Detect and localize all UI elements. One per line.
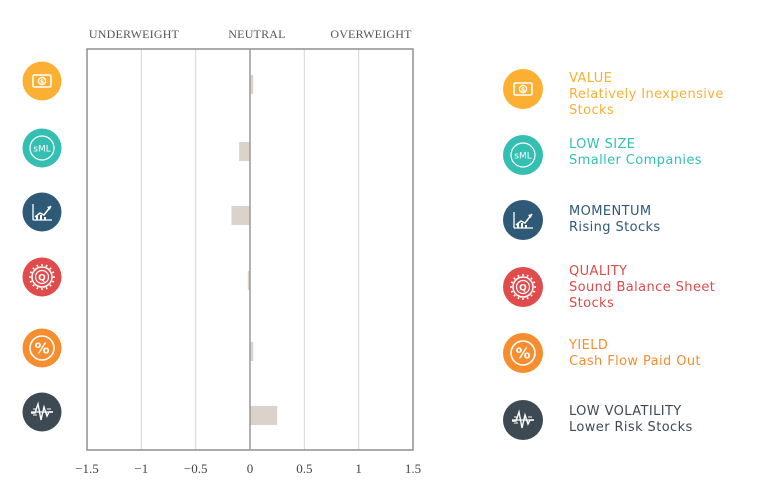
factor-name: VALUE (569, 71, 613, 86)
x-tick-label: −1.5 (75, 461, 99, 476)
x-tick-label: 1 (355, 461, 362, 476)
factor-description: Sound Balance Sheet Stocks (569, 280, 716, 311)
dollar-bill-icon: $ (503, 69, 543, 109)
quality-seal-icon: Q (29, 264, 55, 290)
factor-name: MOMENTUM (569, 204, 652, 219)
factor-name: LOW SIZE (569, 137, 636, 152)
bar-low-size (239, 142, 250, 161)
factor-name: QUALITY (569, 264, 628, 279)
legend-text: YIELD Cash Flow Paid Out (569, 338, 701, 370)
dollar-bill-badge (22, 61, 62, 101)
quality-seal-badge (22, 257, 62, 297)
percent-badge (22, 328, 62, 368)
rising-chart-icon (32, 204, 52, 221)
bar-value (250, 75, 254, 94)
svg-text:$: $ (40, 79, 44, 86)
legend-text: LOW SIZE Smaller Companies (569, 137, 702, 169)
sml-icon: sML (503, 135, 543, 175)
legend-text: MOMENTUM Rising Stocks (569, 204, 661, 236)
rising-chart-icon (503, 200, 543, 240)
svg-text:Q: Q (38, 273, 46, 283)
x-tick-label: −1 (134, 461, 148, 476)
dollar-bill-icon: $ (32, 74, 52, 88)
svg-text:sML: sML (514, 152, 531, 162)
header-label: UNDERWEIGHT (89, 27, 180, 41)
factor-description: Smaller Companies (569, 153, 702, 168)
percent-icon: % (29, 335, 55, 361)
sml-badge (22, 128, 62, 168)
factor-name: LOW VOLATILITY (569, 404, 682, 419)
header-label: NEUTRAL (228, 27, 285, 41)
factor-description: Rising Stocks (569, 220, 661, 235)
rising-chart-badge (22, 192, 62, 232)
volatility-wave-icon (503, 400, 543, 440)
factor-legend: $ VALUE Relatively Inexpensive Stocks sML LO… (503, 0, 768, 486)
x-tick-label: 0 (247, 461, 254, 476)
legend-text: QUALITY Sound Balance Sheet Stocks (569, 264, 739, 312)
bar-low-volatility (250, 406, 278, 425)
bar-yield (250, 342, 254, 361)
x-tick-label: 1.5 (405, 461, 421, 476)
legend-text: LOW VOLATILITY Lower Risk Stocks (569, 404, 693, 436)
quality-seal-icon: Q (503, 267, 543, 307)
percent-icon: % (503, 333, 543, 373)
factor-description: Relatively Inexpensive Stocks (569, 87, 724, 118)
header-label: OVERWEIGHT (330, 27, 412, 41)
x-tick-label: −0.5 (184, 461, 208, 476)
svg-text:%: % (34, 340, 49, 358)
volatility-wave-icon (31, 401, 53, 421)
factor-description: Lower Risk Stocks (569, 420, 693, 435)
x-tick-label: 0.5 (296, 461, 312, 476)
factor-name: YIELD (569, 338, 609, 353)
svg-text:%: % (515, 345, 530, 363)
svg-text:$: $ (521, 87, 525, 94)
legend-text: VALUE Relatively Inexpensive Stocks (569, 71, 744, 119)
bar-quality (247, 271, 250, 290)
svg-text:Q: Q (519, 283, 527, 293)
sml-icon: sML (29, 135, 55, 161)
factor-description: Cash Flow Paid Out (569, 354, 701, 369)
bar-momentum (231, 206, 250, 225)
svg-text:sML: sML (33, 145, 50, 155)
